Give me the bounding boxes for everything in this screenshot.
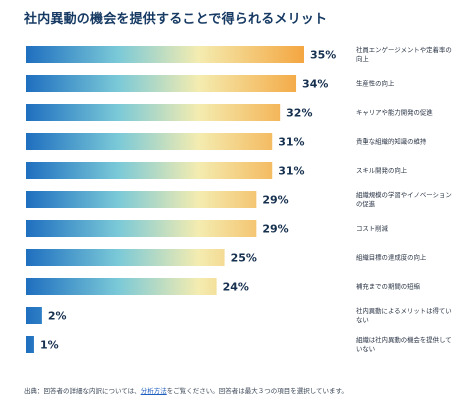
value-label-10: 1%: [40, 339, 59, 352]
chart-title: 社内異動の機会を提供することで得られるメリット: [24, 12, 328, 27]
bar-6: [26, 220, 257, 237]
category-label-10: 組織は社内異動の機会を提供していない: [356, 335, 452, 353]
bar-5: [26, 191, 257, 208]
footnote-suffix: をご覧ください。回答者は最大３つの項目を選択しています。: [166, 387, 348, 395]
methodology-link[interactable]: 分析方法: [140, 387, 167, 395]
bar-4: [26, 162, 273, 179]
bar-9: [26, 307, 42, 324]
category-label-1: 生産性の向上: [356, 79, 395, 88]
value-label-7: 25%: [231, 252, 257, 265]
value-label-8: 24%: [223, 281, 249, 294]
bar-10: [26, 336, 34, 353]
bar-0: [26, 46, 304, 63]
value-label-1: 34%: [302, 78, 328, 91]
value-label-5: 29%: [262, 194, 288, 207]
category-label-4: スキル開発の向上: [356, 166, 408, 175]
footnote: 出典：回答者の詳細な内訳については、分析方法をご覧ください。回答者は最大３つの項…: [24, 385, 348, 395]
category-label-5: 組織規模の学習やイノベーションの促進: [356, 190, 452, 208]
value-label-6: 29%: [262, 223, 288, 236]
category-label-7: 組織目標の達成度の向上: [356, 253, 427, 262]
category-label-0: 社員エンゲージメントや定着率の向上: [356, 45, 452, 63]
category-label-2: キャリアや能力開発の促進: [356, 108, 433, 117]
bar-8: [26, 278, 217, 295]
category-label-8: 補充までの期間の短縮: [356, 282, 421, 291]
bar-2: [26, 104, 281, 121]
category-label-3: 貴重な組織的知識の維持: [356, 137, 427, 146]
bar-7: [26, 249, 225, 266]
category-label-9: 社内異動によるメリットは得ていない: [356, 306, 452, 324]
value-label-4: 31%: [278, 165, 304, 178]
value-label-2: 32%: [286, 107, 312, 120]
bar-3: [26, 133, 273, 150]
category-label-6: コスト削減: [356, 224, 389, 233]
benefits-bar-chart: 35% 社員エンゲージメントや定着率の向上 34% 生産性の向上 32% キャリアや能力開…: [26, 45, 452, 353]
footnote-prefix: 出典：回答者の詳細な内訳については、: [24, 387, 141, 395]
bar-1: [26, 75, 297, 92]
value-label-0: 35%: [310, 49, 336, 62]
value-label-9: 2%: [48, 310, 67, 323]
bars-layer: 35% 社員エンゲージメントや定着率の向上 34% 生産性の向上 32% キャリアや能力開…: [26, 45, 452, 353]
value-label-3: 31%: [278, 136, 304, 149]
